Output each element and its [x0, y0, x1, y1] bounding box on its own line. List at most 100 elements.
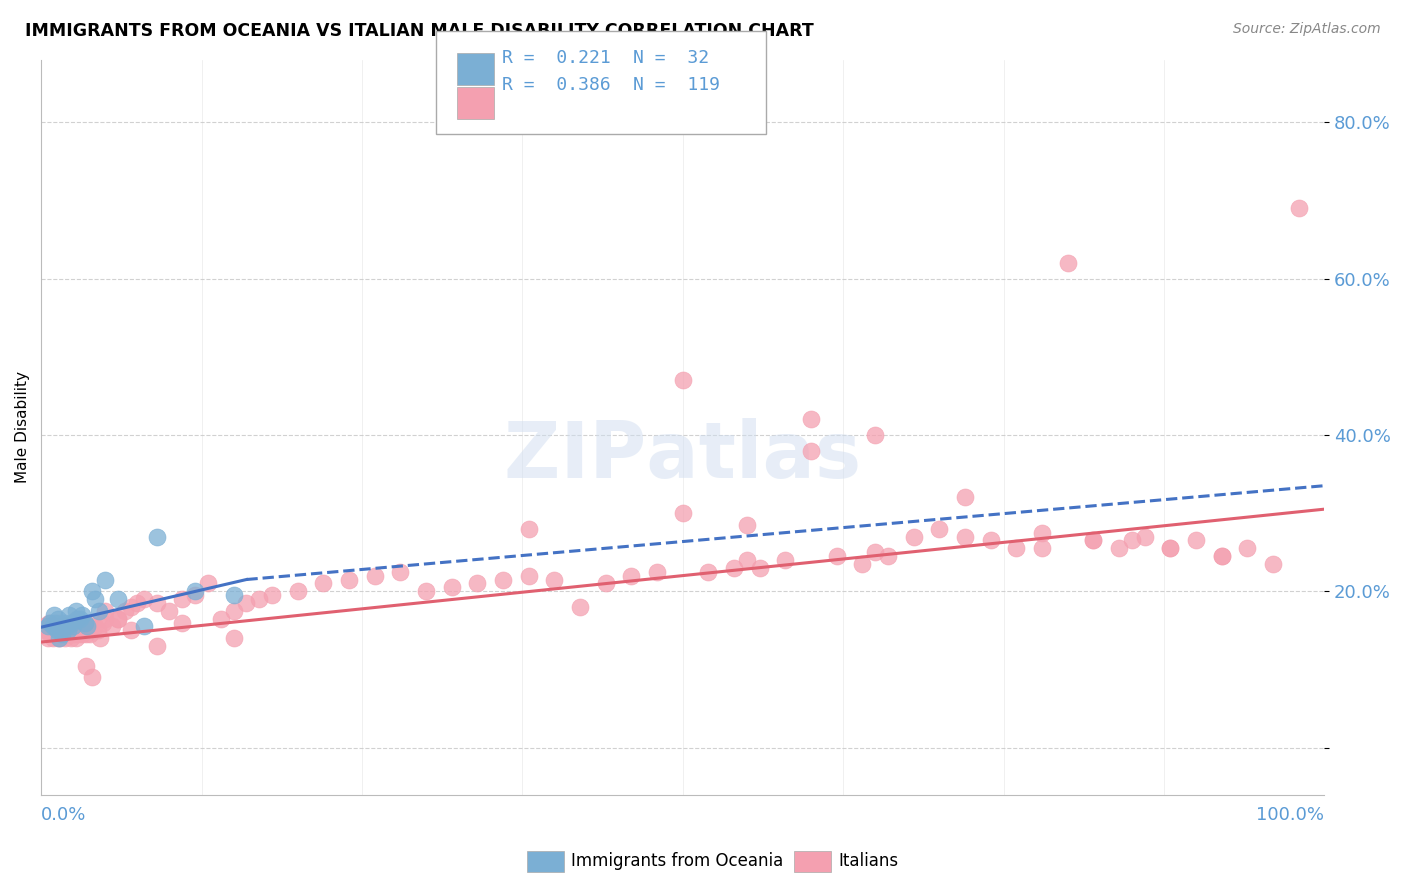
Point — [1031, 541, 1053, 556]
Point — [127, 596, 149, 610]
Point — [79, 627, 101, 641]
Point — [903, 529, 925, 543]
Point — [1211, 549, 1233, 563]
Point — [48, 631, 70, 645]
Point — [87, 604, 110, 618]
Point — [145, 639, 167, 653]
Point — [735, 517, 758, 532]
Point — [851, 557, 873, 571]
Point — [60, 615, 83, 630]
Point — [145, 529, 167, 543]
Point — [84, 592, 107, 607]
Point — [55, 615, 77, 630]
Point — [1083, 533, 1105, 548]
Point — [415, 584, 437, 599]
Point — [69, 619, 91, 633]
Point — [37, 619, 59, 633]
Text: N =  32: N = 32 — [633, 49, 709, 67]
Point — [1211, 549, 1233, 563]
Point — [172, 615, 194, 630]
Text: R =  0.221: R = 0.221 — [502, 49, 610, 67]
Point — [107, 612, 129, 626]
Text: Immigrants from Oceania: Immigrants from Oceania — [571, 852, 783, 870]
Point — [222, 604, 245, 618]
Point — [467, 576, 489, 591]
Point — [46, 612, 69, 626]
Text: 0.0%: 0.0% — [41, 806, 87, 824]
Text: IMMIGRANTS FROM OCEANIA VS ITALIAN MALE DISABILITY CORRELATION CHART: IMMIGRANTS FROM OCEANIA VS ITALIAN MALE … — [25, 22, 814, 40]
Point — [337, 573, 360, 587]
Point — [69, 612, 91, 626]
Point — [65, 631, 87, 645]
Point — [980, 533, 1002, 548]
Point — [82, 615, 104, 630]
Point — [209, 612, 232, 626]
Point — [94, 573, 117, 587]
Point — [953, 491, 976, 505]
Point — [39, 615, 62, 630]
Text: 100.0%: 100.0% — [1257, 806, 1324, 824]
Point — [672, 506, 695, 520]
Point — [49, 619, 72, 633]
Point — [1236, 541, 1258, 556]
Point — [800, 412, 823, 426]
Point — [55, 631, 77, 645]
Point — [262, 588, 284, 602]
Point — [222, 631, 245, 645]
Point — [1121, 533, 1143, 548]
Point — [48, 615, 70, 630]
Point — [38, 615, 60, 630]
Point — [312, 576, 335, 591]
Point — [235, 596, 257, 610]
Point — [877, 549, 900, 563]
Point — [1031, 525, 1053, 540]
Point — [1159, 541, 1181, 556]
Point — [287, 584, 309, 599]
Point — [84, 619, 107, 633]
Point — [735, 553, 758, 567]
Point — [197, 576, 219, 591]
Point — [114, 604, 136, 618]
Point — [86, 624, 108, 638]
Point — [53, 619, 76, 633]
Point — [73, 615, 96, 630]
Point — [159, 604, 181, 618]
Point — [184, 588, 207, 602]
Text: Source: ZipAtlas.com: Source: ZipAtlas.com — [1233, 22, 1381, 37]
Point — [440, 580, 463, 594]
Point — [66, 619, 89, 633]
Text: N =  119: N = 119 — [633, 76, 720, 94]
Point — [620, 568, 643, 582]
Point — [1056, 256, 1078, 270]
Point — [56, 624, 79, 638]
Point — [55, 619, 77, 633]
Point — [91, 615, 114, 630]
Point — [1133, 529, 1156, 543]
Point — [120, 599, 142, 614]
Point — [34, 624, 56, 638]
Point — [62, 627, 84, 641]
Point — [132, 619, 155, 633]
Point — [94, 612, 117, 626]
Point — [70, 607, 93, 622]
Point — [145, 596, 167, 610]
Point — [49, 631, 72, 645]
Point — [67, 627, 90, 641]
Point — [60, 619, 83, 633]
Point — [247, 592, 270, 607]
Point — [51, 627, 73, 641]
Point — [517, 568, 540, 582]
Point — [364, 568, 387, 582]
Point — [723, 561, 745, 575]
Point — [1159, 541, 1181, 556]
Point — [42, 607, 65, 622]
Point — [59, 631, 82, 645]
Point — [928, 522, 950, 536]
Point — [52, 627, 75, 641]
Point — [1108, 541, 1130, 556]
Text: Italians: Italians — [838, 852, 898, 870]
Point — [41, 631, 63, 645]
Point — [389, 565, 412, 579]
Point — [45, 619, 67, 633]
Point — [775, 553, 797, 567]
